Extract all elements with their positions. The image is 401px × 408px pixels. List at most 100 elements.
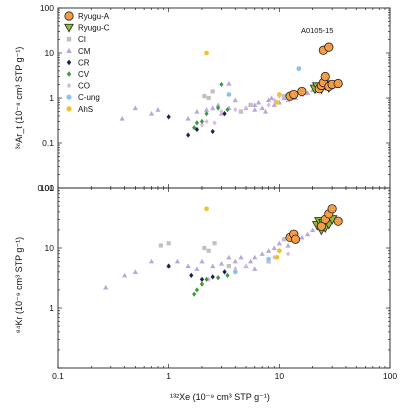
data-point-cm bbox=[285, 242, 291, 248]
data-point-ci bbox=[212, 241, 217, 246]
data-point-cm bbox=[185, 115, 191, 121]
data-point-cr bbox=[166, 263, 171, 269]
data-point-co bbox=[243, 105, 249, 111]
data-point-ahs bbox=[204, 206, 209, 212]
data-point-ci bbox=[202, 245, 207, 251]
y-tick-label: 10 bbox=[45, 243, 55, 253]
data-point-cm bbox=[310, 227, 316, 233]
data-point-co bbox=[233, 107, 238, 113]
data-point-ci bbox=[166, 241, 171, 246]
data-point-cm bbox=[276, 240, 282, 246]
top-y-axis-title: ³⁶Ar_t (10⁻⁸ cm³ STP g⁻¹) bbox=[14, 47, 24, 150]
legend-label-cm: CM bbox=[78, 47, 91, 56]
legend-marker-ci bbox=[66, 36, 72, 42]
data-point-cm bbox=[155, 107, 161, 112]
data-point-cm bbox=[259, 105, 265, 111]
data-point-cr bbox=[166, 114, 171, 120]
bottom-y-axis-title: ⁸⁴Kr (10⁻⁹ cm³ STP g⁻¹) bbox=[14, 237, 24, 333]
data-point-cr bbox=[222, 269, 227, 275]
data-point-ryugu-a bbox=[333, 216, 343, 226]
data-point-cv bbox=[225, 272, 230, 278]
legend-marker-cr bbox=[66, 59, 72, 66]
data-point-cm bbox=[194, 266, 200, 271]
data-point-cm bbox=[266, 248, 272, 253]
data-point-co bbox=[206, 276, 211, 282]
data-point-co bbox=[204, 118, 209, 125]
data-point-ci bbox=[202, 94, 207, 99]
data-point-cm bbox=[266, 97, 272, 103]
data-point-cm bbox=[271, 102, 277, 108]
data-point-ci bbox=[226, 263, 231, 269]
data-point-ci bbox=[281, 94, 286, 99]
legend-marker-co bbox=[66, 82, 72, 89]
x-tick-label: 100 bbox=[383, 371, 397, 381]
data-point-ryugu-a bbox=[333, 78, 343, 89]
data-point-ahs bbox=[204, 50, 209, 56]
legend: Ryugu-A Ryugu-C CI CM CR CV CO C-ung AhS bbox=[64, 11, 110, 114]
data-point-ci bbox=[206, 95, 211, 101]
data-point-cm bbox=[215, 102, 221, 108]
data-point-co bbox=[266, 102, 271, 108]
data-point-ryugu-a bbox=[297, 86, 307, 97]
data-point-cm bbox=[218, 260, 225, 266]
legend-label-ryugu-c: Ryugu-C bbox=[78, 24, 110, 33]
data-point-ryugu-a bbox=[289, 89, 299, 100]
x-tick-label: 0.1 bbox=[52, 371, 64, 381]
legend-label-co: CO bbox=[78, 82, 90, 91]
data-point-cv bbox=[199, 118, 205, 125]
data-point-cm bbox=[252, 107, 258, 112]
data-point-cr bbox=[210, 128, 215, 135]
legend-marker-cm bbox=[66, 48, 72, 54]
data-point-cm bbox=[248, 258, 254, 264]
y-tick-label: 1 bbox=[49, 303, 54, 313]
data-point-cm bbox=[226, 80, 232, 86]
y-tick-label: 1 bbox=[49, 93, 54, 103]
data-point-cr bbox=[194, 126, 199, 133]
data-point-cm bbox=[271, 245, 277, 251]
y-tick-label: 0.1 bbox=[42, 138, 54, 148]
data-point-ryugu-a bbox=[320, 71, 330, 82]
data-point-cr bbox=[222, 111, 227, 117]
data-point-cm bbox=[259, 251, 265, 256]
legend-marker-ryugu-a bbox=[64, 11, 74, 21]
data-point-ci bbox=[238, 109, 244, 114]
data-point-cm bbox=[203, 107, 210, 112]
data-point-ryugu-a bbox=[290, 234, 301, 244]
plot-frame bbox=[57, 7, 391, 189]
data-point-co bbox=[199, 122, 205, 128]
data-point-c-ung bbox=[296, 66, 302, 72]
x-tick-label: 1 bbox=[166, 371, 171, 381]
data-point-ryugu-a bbox=[327, 204, 337, 214]
data-point-cv bbox=[219, 81, 224, 88]
legend-marker-cv bbox=[66, 71, 72, 77]
data-point-ci bbox=[248, 102, 253, 108]
data-point-ahs bbox=[277, 248, 282, 254]
data-point-cm bbox=[304, 231, 311, 237]
data-point-cm bbox=[252, 254, 258, 260]
data-point-ahs bbox=[274, 254, 280, 260]
data-point-cm bbox=[132, 269, 138, 274]
y-tick-label: 100 bbox=[40, 3, 54, 13]
data-point-cm bbox=[232, 97, 238, 103]
data-point-cm bbox=[226, 254, 232, 260]
legend-label-c-ung: C-ung bbox=[78, 93, 100, 102]
y-tick-label: 0.01 bbox=[37, 183, 54, 193]
data-point-cr bbox=[210, 274, 215, 280]
annotation-label: A0105-15 bbox=[301, 26, 334, 35]
data-point-cm bbox=[210, 263, 216, 269]
data-point-cm bbox=[119, 115, 125, 121]
legend-label-ahs: AhS bbox=[78, 105, 93, 114]
data-point-cm bbox=[148, 111, 155, 116]
legend-label-cv: CV bbox=[78, 70, 90, 79]
y-tick-label: 100 bbox=[40, 183, 54, 193]
data-point-co bbox=[219, 108, 224, 115]
x-axis-title: ¹³²Xe (10⁻⁹ cm³ STP g⁻¹) bbox=[170, 392, 270, 402]
top-panel: 0.01 0.1 1 10 100 A0105-15 bbox=[37, 3, 391, 193]
data-point-ci bbox=[206, 248, 211, 253]
data-point-ahs bbox=[277, 91, 282, 98]
data-point-cv bbox=[225, 107, 230, 113]
data-point-ahs bbox=[274, 99, 280, 105]
data-point-cm bbox=[262, 108, 269, 114]
legend-label-ci: CI bbox=[78, 35, 86, 44]
